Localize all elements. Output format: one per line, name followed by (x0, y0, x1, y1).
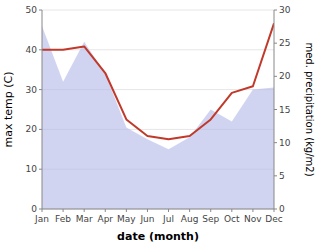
grid-line (42, 209, 274, 210)
x-tick-label: Oct (224, 214, 240, 224)
y-tick-label: 30 (26, 85, 38, 95)
x-tick-label: Aug (181, 214, 199, 224)
y2-tick-label: 15 (279, 105, 290, 115)
y2-tick-label: 20 (279, 71, 291, 81)
x-tick-label: May (117, 214, 136, 224)
y2-axis-title: med. precipitation (kg/m2) (304, 42, 315, 176)
y-tick-label: 40 (26, 45, 38, 55)
x-tick-label: Jun (139, 214, 154, 224)
x-tick-label: Feb (55, 214, 71, 224)
y2-tick-label: 5 (279, 171, 285, 181)
y-tick-label: 0 (31, 204, 37, 214)
x-axis-line (42, 209, 274, 210)
y2-tick-label: 0 (279, 204, 285, 214)
x-tick-label: Dec (265, 214, 282, 224)
y2-axis-line (274, 10, 275, 209)
grid-line (42, 49, 274, 50)
x-tick-label: Jul (162, 214, 174, 224)
plot-area (42, 23, 274, 209)
y2-tick-label: 30 (279, 5, 291, 15)
grid-line (42, 10, 274, 11)
chart-container: 01020304050051015202530JanFebMarAprMayJu… (0, 0, 318, 247)
chart: 01020304050051015202530JanFebMarAprMayJu… (0, 0, 318, 247)
background (0, 0, 318, 247)
x-axis-title: date (month) (117, 230, 199, 243)
y-tick-label: 20 (26, 124, 38, 134)
y-tick-label: 50 (26, 5, 38, 15)
x-tick-label: Nov (244, 214, 262, 224)
area (42, 26, 274, 209)
y-axis-line (42, 10, 43, 209)
x-tick-label: Sep (202, 214, 219, 224)
y2-tick-label: 10 (279, 138, 291, 148)
line (42, 23, 274, 139)
x-tick-label: Jan (34, 214, 49, 224)
y-axis-title: max temp (C) (2, 71, 15, 147)
x-tick-label: Apr (97, 214, 113, 224)
y2-tick-label: 25 (279, 38, 290, 48)
y-tick-label: 10 (26, 164, 38, 174)
x-tick-label: Mar (76, 214, 93, 224)
